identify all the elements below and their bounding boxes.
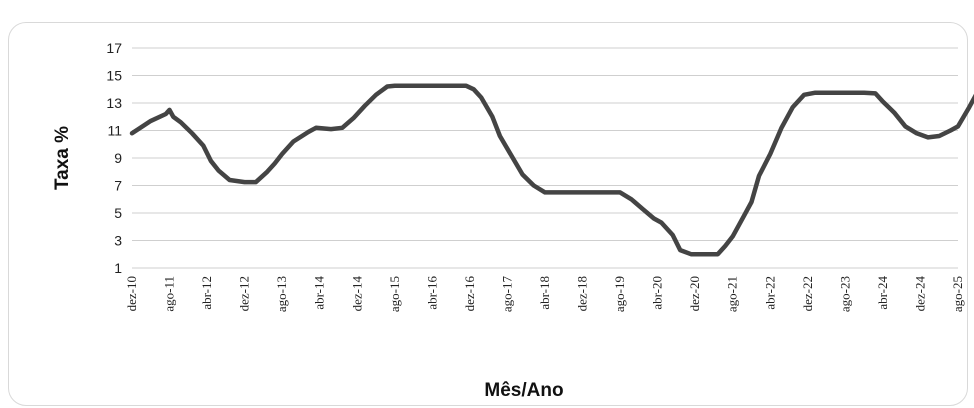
- series-layer: [129, 83, 974, 257]
- x-tick-label: dez-16: [462, 276, 477, 312]
- x-tick-label: abr-12: [199, 276, 214, 310]
- x-tick-label: dez-10: [124, 276, 139, 311]
- x-tick-label: dez-12: [237, 276, 252, 311]
- x-tick-label: dez-20: [687, 276, 702, 311]
- x-tick-label: abr-18: [537, 276, 552, 310]
- x-tick-label: ago-21: [725, 276, 740, 312]
- y-tick-label: 3: [114, 233, 122, 249]
- x-tick-labels: dez-10 ago-11 abr-12 dez-12 ago-13 abr-14 dez-…: [124, 276, 965, 313]
- x-tick-label: abr-24: [875, 276, 890, 310]
- x-tick-label: ago-17: [499, 276, 514, 313]
- x-tick-label: ago-25: [950, 276, 965, 312]
- y-tick-label: 5: [114, 205, 122, 221]
- x-tick-label: ago-15: [387, 276, 402, 312]
- y-tick-label: 13: [106, 95, 122, 111]
- x-tick-label: abr-16: [424, 276, 439, 310]
- x-tick-label: ago-11: [162, 276, 177, 312]
- x-tick-label: dez-18: [575, 276, 590, 311]
- x-tick-label: abr-14: [312, 276, 327, 310]
- x-tick-label: dez-22: [800, 276, 815, 311]
- x-tick-label: dez-14: [349, 276, 364, 312]
- y-tick-label: 9: [114, 150, 122, 166]
- y-tick-label: 7: [114, 178, 122, 194]
- x-tick-label: ago-13: [274, 276, 289, 312]
- y-tick-label: 15: [106, 68, 122, 84]
- x-tick-label: ago-23: [837, 276, 852, 312]
- x-tick-label: abr-22: [762, 276, 777, 310]
- x-tick-label: abr-20: [650, 276, 665, 310]
- y-tick-label: 11: [107, 123, 122, 139]
- gridlines: [132, 47, 958, 269]
- y-axis-title: Taxa %: [52, 126, 73, 190]
- y-tick-label: 17: [106, 40, 122, 56]
- chart-frame: [8, 22, 968, 406]
- x-tick-label: ago-19: [612, 276, 627, 312]
- x-axis-title: Mês/Ano: [484, 380, 563, 401]
- series-line-0: [129, 83, 974, 257]
- y-tick-label: 1: [114, 260, 122, 276]
- x-tick-label: dez-24: [912, 276, 927, 312]
